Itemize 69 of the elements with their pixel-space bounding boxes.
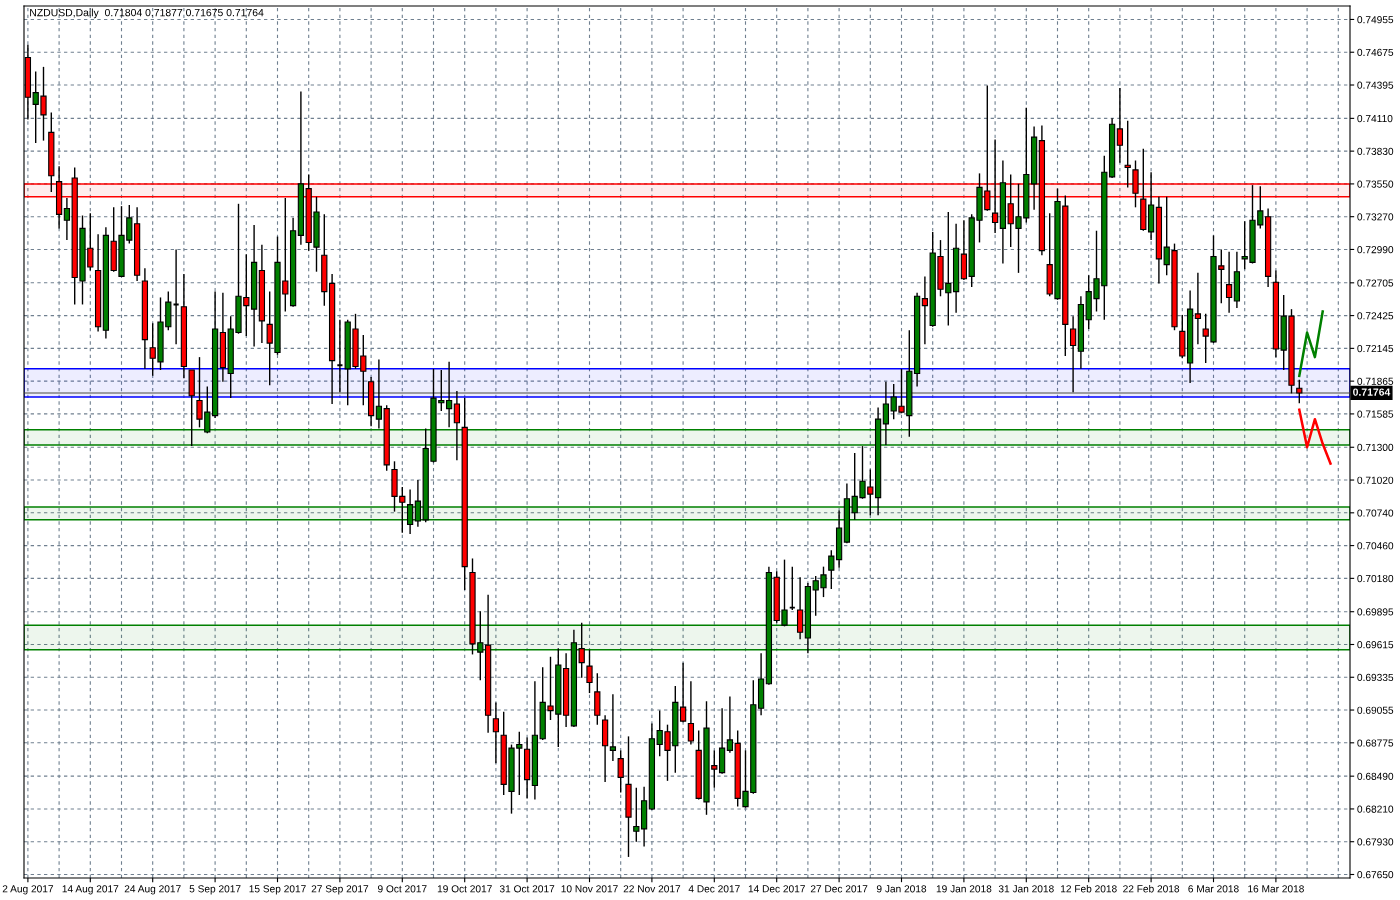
- y-tick-label: 0.69335: [1357, 673, 1394, 682]
- x-tick-label: 19 Oct 2017: [437, 885, 492, 893]
- y-tick-label: 0.73550: [1357, 180, 1394, 188]
- y-tick-label: 0.70180: [1357, 574, 1394, 583]
- candlestick: [1116, 87, 1124, 164]
- candlestick: [1296, 379, 1303, 405]
- y-tick-label: 0.67930: [1357, 838, 1394, 846]
- x-tick-label: 16 Mar 2018: [1248, 885, 1304, 893]
- x-tick-label: 4 Dec 2017: [688, 885, 740, 893]
- y-tick-label: 0.73270: [1357, 213, 1394, 221]
- y-tick-label: 0.68210: [1357, 805, 1394, 813]
- candlestick: [453, 390, 461, 461]
- y-tick-label: 0.71585: [1357, 410, 1394, 418]
- candlestick: [687, 680, 695, 746]
- y-tick-label: 0.72705: [1357, 279, 1394, 287]
- y-tick-label: 0.72425: [1357, 312, 1394, 320]
- candlestick: [796, 576, 804, 640]
- chart-title: NZDUSD,Daily 0.71804 0.71877 0.71675 0.71764: [30, 8, 264, 19]
- x-tick-label: 22 Nov 2017: [623, 885, 681, 893]
- y-tick-label: 0.74395: [1357, 81, 1394, 89]
- x-tick-label: 14 Aug 2017: [62, 885, 119, 895]
- candlestick: [594, 672, 601, 726]
- candlestick: [1194, 272, 1202, 345]
- line-series: [1298, 408, 1332, 465]
- y-tick-label: 0.74675: [1357, 48, 1394, 57]
- y-tick-label: 0.68490: [1357, 772, 1394, 780]
- candlestick: [617, 749, 624, 794]
- x-tick-label: 14 Dec 2017: [748, 885, 805, 893]
- x-tick-label: 2 Aug 2017: [2, 885, 54, 895]
- x-tick-label: 27 Sep 2017: [311, 885, 369, 895]
- x-tick-label: 31 Jan 2018: [998, 885, 1054, 893]
- x-tick-label: 12 Feb 2018: [1061, 884, 1117, 893]
- line-series: [1298, 310, 1324, 378]
- y-tick-label: 0.70740: [1357, 509, 1394, 517]
- y-tick-label: 0.71300: [1357, 443, 1394, 452]
- y-tick-label: 0.73830: [1357, 147, 1394, 155]
- y-tick-label: 0.71865: [1357, 377, 1394, 385]
- y-tick-label: 0.72145: [1357, 344, 1394, 353]
- y-tick-label: 0.69055: [1357, 706, 1394, 714]
- y-tick-label: 0.67650: [1357, 871, 1394, 879]
- y-tick-label: 0.72990: [1357, 246, 1394, 254]
- x-tick-label: 9 Oct 2017: [377, 885, 427, 893]
- y-tick-label: 0.70460: [1357, 542, 1394, 550]
- candlestick: [406, 488, 414, 535]
- x-tick-label: 19 Jan 2018: [936, 885, 992, 893]
- y-tick-label: 0.71020: [1357, 476, 1394, 484]
- x-tick-label: 6 Mar 2018: [1188, 885, 1239, 893]
- x-tick-label: 10 Nov 2017: [561, 885, 618, 893]
- y-tick-label: 0.68775: [1357, 739, 1394, 747]
- x-tick-label: 31 Oct 2017: [499, 885, 555, 893]
- y-tick-label: 0.69615: [1357, 641, 1394, 649]
- ref-line-label: 0.71764: [1353, 388, 1391, 396]
- x-tick-label: 24 Aug 2017: [124, 885, 181, 895]
- x-tick-label: 27 Dec 2017: [810, 885, 868, 893]
- candlestick: [1069, 315, 1077, 393]
- candlestick: [991, 138, 999, 234]
- y-tick-label: 0.74955: [1357, 16, 1394, 24]
- candlestick: [1124, 120, 1131, 189]
- y-tick-label: 0.74110: [1357, 114, 1393, 123]
- candlestick: [492, 701, 500, 764]
- y-tick-label: 0.69895: [1357, 608, 1394, 616]
- x-tick-label: 15 Sep 2017: [249, 885, 306, 895]
- candlestick: [1132, 159, 1139, 209]
- candlestick: [609, 693, 617, 762]
- candlestick: [586, 649, 593, 694]
- x-tick-label: 9 Jan 2018: [876, 885, 927, 893]
- x-tick-label: 22 Feb 2018: [1123, 884, 1180, 893]
- candlestick: [1225, 251, 1233, 314]
- x-tick-label: 5 Sep 2017: [189, 885, 241, 895]
